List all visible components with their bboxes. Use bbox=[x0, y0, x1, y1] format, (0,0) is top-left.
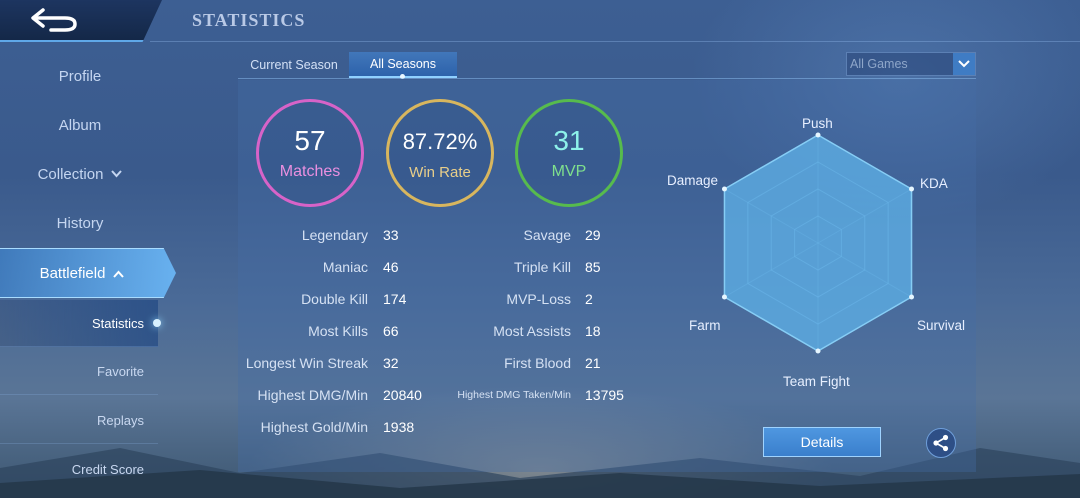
tab-all-seasons[interactable]: All Seasons bbox=[349, 52, 457, 79]
radar-label-farm: Farm bbox=[689, 318, 721, 333]
game-mode-select[interactable]: All Games bbox=[846, 52, 976, 76]
radar-point bbox=[815, 348, 821, 354]
tab-label: All Seasons bbox=[369, 57, 436, 71]
page-title: STATISTICS bbox=[192, 10, 306, 30]
win-rate-label: Win Rate bbox=[409, 163, 471, 181]
stat-value: 13795 bbox=[585, 387, 624, 403]
radar-label-damage: Damage bbox=[667, 173, 719, 188]
stat-label: Highest DMG/Min bbox=[257, 387, 368, 403]
sidebar-subitem-label: Credit Score bbox=[71, 462, 144, 477]
sidebar-item-collection[interactable]: Collection bbox=[0, 154, 160, 194]
sidebar-item-label: Battlefield bbox=[39, 264, 106, 282]
win-rate-circle: 87.72% Win Rate bbox=[386, 99, 494, 207]
stat-label: First Blood bbox=[504, 355, 571, 371]
sidebar-subitem-favorite[interactable]: Favorite bbox=[0, 348, 158, 395]
matches-value: 57 bbox=[294, 125, 326, 156]
radar-points bbox=[721, 132, 915, 354]
chevron-up-icon bbox=[113, 265, 125, 282]
stat-value: 2 bbox=[585, 291, 593, 307]
stat-value: 18 bbox=[585, 323, 601, 339]
radar-chart bbox=[721, 132, 915, 354]
tab-label: Current Season bbox=[250, 58, 338, 72]
share-icon bbox=[933, 434, 949, 452]
back-button[interactable] bbox=[0, 0, 162, 42]
sidebar-item-history[interactable]: History bbox=[0, 203, 160, 243]
tabs-divider bbox=[238, 78, 976, 79]
header-divider bbox=[150, 41, 1080, 42]
radar-label-survival: Survival bbox=[917, 318, 966, 333]
stat-label: Triple Kill bbox=[513, 259, 571, 275]
share-button[interactable] bbox=[926, 428, 956, 458]
sidebar-subitem-label: Statistics bbox=[91, 315, 144, 331]
select-value: All Games bbox=[850, 57, 908, 71]
radar-point bbox=[721, 294, 727, 300]
radar-point bbox=[909, 186, 915, 192]
stat-value: 85 bbox=[585, 259, 601, 275]
stat-value: 29 bbox=[585, 227, 601, 243]
stat-label: Highest Gold/Min bbox=[260, 419, 368, 435]
sidebar-subitem-label: Favorite bbox=[97, 363, 144, 379]
radar-point bbox=[909, 294, 915, 300]
sidebar-item-label: History bbox=[56, 214, 104, 232]
back-arrow-icon bbox=[31, 8, 77, 32]
sidebar-subitem-credit-score[interactable]: Credit Score bbox=[0, 446, 158, 493]
mvp-label: MVP bbox=[551, 163, 587, 180]
tab-current-season[interactable]: Current Season bbox=[240, 52, 348, 78]
radar-shape bbox=[723, 134, 913, 352]
tab-active-dot bbox=[400, 74, 405, 79]
radar-point bbox=[815, 132, 821, 138]
sidebar: Profile Album Collection History Battlef… bbox=[0, 50, 178, 498]
sidebar-subitem-replays[interactable]: Replays bbox=[0, 397, 158, 444]
sidebar-item-album[interactable]: Album bbox=[0, 105, 160, 145]
stat-value: 21 bbox=[585, 355, 601, 371]
stat-label: Highest DMG Taken/Min bbox=[457, 389, 571, 401]
radar-label-kda: KDA bbox=[920, 176, 948, 191]
stat-label: Double Kill bbox=[301, 291, 368, 307]
matches-label: Matches bbox=[279, 163, 341, 180]
sidebar-item-battlefield[interactable]: Battlefield bbox=[0, 248, 176, 298]
radar-label-push: Push bbox=[802, 116, 833, 131]
sidebar-item-label: Collection bbox=[37, 165, 104, 183]
active-indicator-dot bbox=[153, 319, 161, 327]
stat-label: Longest Win Streak bbox=[245, 355, 368, 371]
stat-label: Most Assists bbox=[493, 323, 571, 339]
details-button-label: Details bbox=[800, 434, 844, 450]
chevron-down-icon bbox=[953, 53, 975, 75]
radar-point bbox=[721, 186, 727, 192]
stat-value: 1938 bbox=[383, 419, 415, 435]
sidebar-subitem-label: Replays bbox=[97, 412, 144, 428]
stat-label: MVP-Loss bbox=[506, 291, 571, 307]
stat-label: Legendary bbox=[301, 227, 368, 243]
mvp-circle: 31 MVP bbox=[515, 99, 623, 207]
win-rate-value: 87.72% bbox=[402, 128, 478, 154]
stat-value: 33 bbox=[383, 227, 399, 243]
matches-circle: 57 Matches bbox=[256, 99, 364, 207]
mvp-value: 31 bbox=[553, 125, 585, 156]
sidebar-item-label: Profile bbox=[58, 67, 102, 85]
stat-value: 20840 bbox=[383, 387, 422, 403]
stat-label: Maniac bbox=[322, 259, 368, 275]
details-button[interactable]: Details bbox=[763, 427, 881, 457]
sidebar-subitem-statistics[interactable]: Statistics bbox=[0, 300, 161, 347]
stat-label: Savage bbox=[523, 227, 571, 243]
sidebar-item-profile[interactable]: Profile bbox=[0, 56, 160, 96]
stat-value: 32 bbox=[383, 355, 399, 371]
stat-value: 174 bbox=[383, 291, 407, 307]
chevron-down-icon bbox=[111, 167, 123, 181]
radar-label-team-fight: Team Fight bbox=[783, 374, 850, 389]
sidebar-item-label: Album bbox=[58, 116, 102, 134]
stat-value: 66 bbox=[383, 323, 399, 339]
stat-label: Most Kills bbox=[308, 323, 368, 339]
stat-value: 46 bbox=[383, 259, 399, 275]
